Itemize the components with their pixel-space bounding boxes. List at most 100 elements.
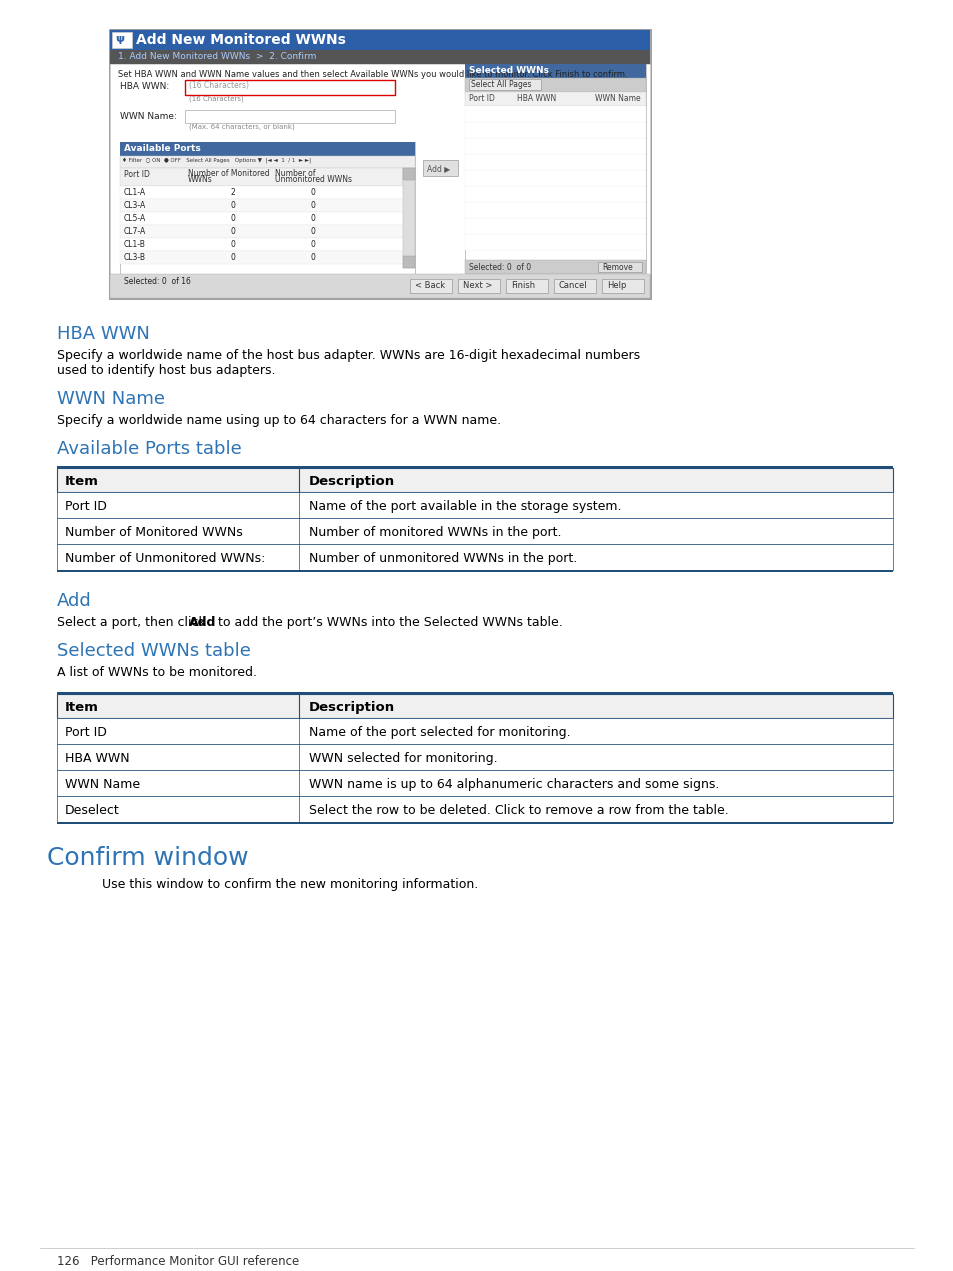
Text: 0: 0 (230, 214, 234, 222)
Bar (57, 466, 892, 468)
Bar (120, 186, 402, 200)
Bar (464, 122, 645, 139)
Bar (464, 261, 645, 275)
Text: Next >: Next > (462, 281, 492, 290)
Text: WWN Name: WWN Name (65, 778, 140, 791)
Bar (57, 468, 892, 492)
Text: 0: 0 (310, 240, 314, 249)
Bar (57, 569, 892, 572)
Text: Number of Monitored WWNs: Number of Monitored WWNs (65, 526, 242, 539)
Text: Port ID: Port ID (65, 500, 107, 513)
Bar (505, 280, 547, 294)
Bar (110, 275, 649, 297)
Text: WWN Name: WWN Name (57, 390, 165, 408)
Text: (16 Characters): (16 Characters) (189, 97, 244, 103)
Bar (120, 200, 402, 212)
Bar (469, 79, 540, 90)
Bar (464, 219, 645, 234)
Text: WWNs: WWNs (188, 175, 213, 184)
Bar (57, 694, 892, 718)
Text: Item: Item (65, 475, 99, 488)
Text: 0: 0 (230, 253, 234, 262)
Bar (110, 50, 649, 64)
Bar (598, 262, 641, 272)
Text: Number of monitored WWNs in the port.: Number of monitored WWNs in the port. (309, 526, 561, 539)
Text: Selected WWNs table: Selected WWNs table (57, 642, 251, 660)
Text: 0: 0 (230, 201, 234, 210)
Text: 0: 0 (310, 253, 314, 262)
Bar (410, 280, 452, 294)
Text: CL3-A: CL3-A (124, 201, 146, 210)
Text: Selected WWNs: Selected WWNs (469, 66, 548, 75)
Text: 2: 2 (230, 188, 234, 197)
Bar (57, 544, 892, 569)
Text: HBA WWN:: HBA WWN: (120, 83, 169, 92)
Text: CL1-A: CL1-A (124, 188, 146, 197)
Bar (112, 32, 132, 48)
Text: Number of unmonitored WWNs in the port.: Number of unmonitored WWNs in the port. (309, 552, 577, 566)
Bar (402, 255, 415, 268)
Bar (464, 170, 645, 186)
Bar (402, 168, 415, 268)
Text: Port ID: Port ID (65, 726, 107, 738)
Text: 126   Performance Monitor GUI reference: 126 Performance Monitor GUI reference (57, 1254, 299, 1268)
Text: CL1-B: CL1-B (124, 240, 146, 249)
Text: WWN Name: WWN Name (595, 94, 640, 103)
Bar (464, 202, 645, 219)
Text: Set HBA WWN and WWN Name values and then select Available WWNs you would like to: Set HBA WWN and WWN Name values and then… (118, 70, 627, 79)
Bar (120, 168, 402, 186)
Text: Select the row to be deleted. Click to remove a row from the table.: Select the row to be deleted. Click to r… (309, 805, 728, 817)
Text: 0: 0 (230, 228, 234, 236)
Text: Confirm window: Confirm window (47, 846, 249, 871)
Bar (57, 796, 892, 822)
Bar (120, 225, 402, 238)
Text: Available Ports table: Available Ports table (57, 440, 241, 458)
Text: Remove: Remove (601, 263, 632, 272)
Text: 0: 0 (310, 188, 314, 197)
Bar (120, 142, 415, 156)
Text: Selected: 0  of 0: Selected: 0 of 0 (469, 263, 531, 272)
Text: WWN selected for monitoring.: WWN selected for monitoring. (309, 752, 497, 765)
Text: Add: Add (57, 592, 91, 610)
Bar (57, 492, 892, 519)
Text: Add: Add (189, 616, 216, 629)
Text: Select All Pages: Select All Pages (471, 80, 531, 89)
Text: HBA WWN: HBA WWN (57, 325, 150, 343)
Bar (57, 718, 892, 744)
Bar (109, 29, 650, 299)
Text: CL5-A: CL5-A (124, 214, 146, 222)
Bar (457, 280, 499, 294)
Text: Use this window to confirm the new monitoring information.: Use this window to confirm the new monit… (102, 878, 477, 891)
Text: (16 Characters): (16 Characters) (189, 81, 249, 90)
Bar (554, 280, 596, 294)
Text: Port ID: Port ID (124, 170, 150, 179)
Bar (402, 168, 415, 180)
Text: Add ▶: Add ▶ (427, 164, 450, 173)
Text: < Back: < Back (415, 281, 445, 290)
Bar (464, 234, 645, 250)
Bar (464, 64, 645, 275)
Text: to add the port’s WWNs into the Selected WWNs table.: to add the port’s WWNs into the Selected… (213, 616, 562, 629)
Text: ♦ Filter  ○ ON  ● OFF   Select All Pages   Options ▼  |◄ ◄  1  / 1  ► ►|: ♦ Filter ○ ON ● OFF Select All Pages Opt… (122, 158, 311, 163)
Text: 0: 0 (310, 214, 314, 222)
Text: Name of the port selected for monitoring.: Name of the port selected for monitoring… (309, 726, 570, 738)
Text: Help: Help (606, 281, 626, 290)
Text: CL7-A: CL7-A (124, 228, 146, 236)
Text: Finish: Finish (511, 281, 535, 290)
Text: 0: 0 (230, 240, 234, 249)
Text: Add New Monitored WWNs: Add New Monitored WWNs (136, 33, 346, 47)
Bar (120, 238, 402, 250)
Bar (110, 64, 649, 275)
Text: WWN name is up to 64 alphanumeric characters and some signs.: WWN name is up to 64 alphanumeric charac… (309, 778, 719, 791)
Text: HBA WWN: HBA WWN (517, 94, 556, 103)
Text: Deselect: Deselect (65, 805, 120, 817)
Bar (120, 275, 415, 287)
Text: 1. Add New Monitored WWNs  >  2. Confirm: 1. Add New Monitored WWNs > 2. Confirm (118, 52, 316, 61)
Text: Description: Description (309, 475, 395, 488)
Text: Specify a worldwide name using up to 64 characters for a WWN name.: Specify a worldwide name using up to 64 … (57, 414, 500, 427)
Bar (120, 142, 415, 287)
Bar (464, 92, 645, 105)
Bar (57, 744, 892, 770)
Text: 0: 0 (310, 201, 314, 210)
Text: (Max. 64 characters, or blank): (Max. 64 characters, or blank) (189, 125, 294, 131)
